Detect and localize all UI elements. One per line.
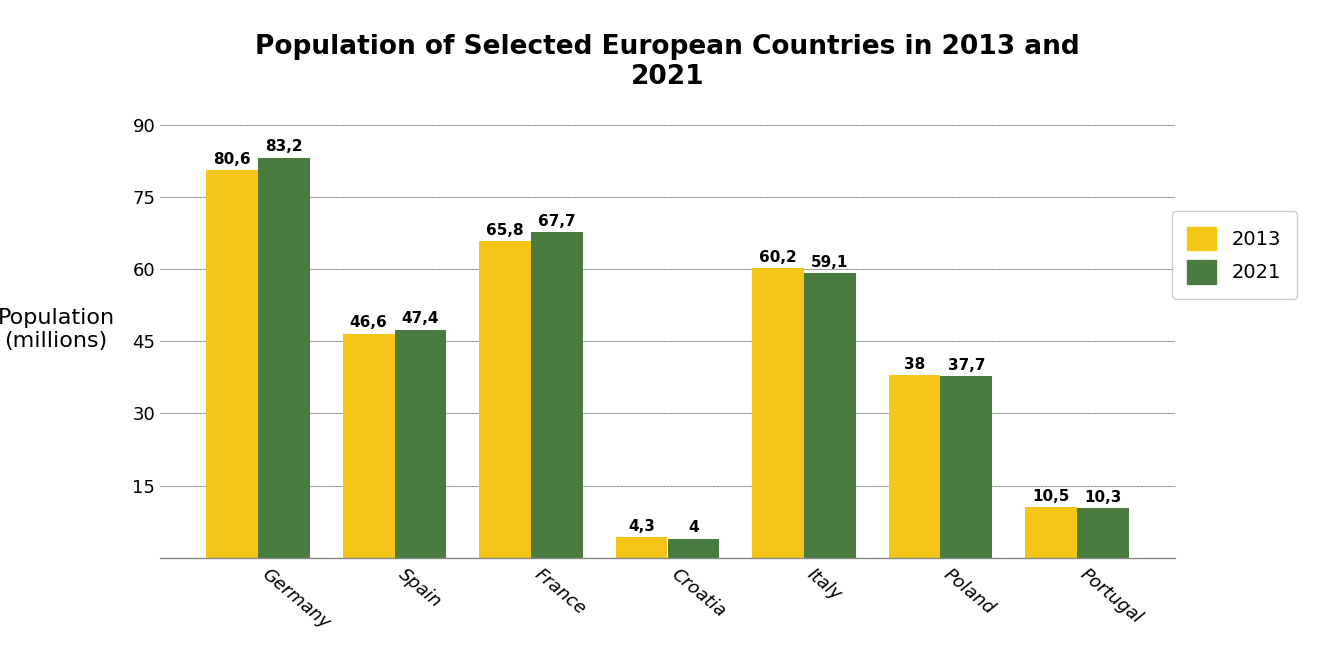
Bar bbox=[479, 241, 531, 558]
Bar bbox=[615, 537, 668, 558]
Text: 80,6: 80,6 bbox=[214, 152, 251, 167]
Legend: 2013, 2021: 2013, 2021 bbox=[1172, 211, 1298, 299]
Text: 46,6: 46,6 bbox=[350, 315, 387, 330]
Text: 38: 38 bbox=[904, 357, 925, 372]
Bar bbox=[395, 330, 446, 558]
Text: 59,1: 59,1 bbox=[812, 255, 849, 270]
Bar bbox=[940, 376, 992, 558]
Bar bbox=[531, 232, 583, 558]
Bar bbox=[343, 333, 395, 558]
Bar bbox=[668, 538, 720, 558]
Bar bbox=[258, 157, 310, 558]
Text: 4,3: 4,3 bbox=[629, 519, 655, 534]
Bar bbox=[804, 274, 856, 558]
Bar bbox=[207, 170, 258, 558]
Text: 67,7: 67,7 bbox=[538, 214, 575, 228]
Y-axis label: Population
(millions): Population (millions) bbox=[0, 308, 115, 351]
Bar bbox=[752, 268, 804, 558]
Title: Population of Selected European Countries in 2013 and
2021: Population of Selected European Countrie… bbox=[255, 34, 1080, 90]
Text: 10,3: 10,3 bbox=[1084, 490, 1121, 505]
Text: 37,7: 37,7 bbox=[948, 358, 985, 373]
Bar bbox=[889, 375, 940, 558]
Text: 83,2: 83,2 bbox=[266, 139, 303, 154]
Bar bbox=[1077, 508, 1128, 558]
Text: 47,4: 47,4 bbox=[402, 311, 439, 327]
Text: 65,8: 65,8 bbox=[486, 223, 523, 238]
Text: 10,5: 10,5 bbox=[1032, 489, 1069, 504]
Text: 60,2: 60,2 bbox=[760, 250, 797, 265]
Text: 4: 4 bbox=[688, 520, 698, 535]
Bar bbox=[1025, 507, 1077, 558]
